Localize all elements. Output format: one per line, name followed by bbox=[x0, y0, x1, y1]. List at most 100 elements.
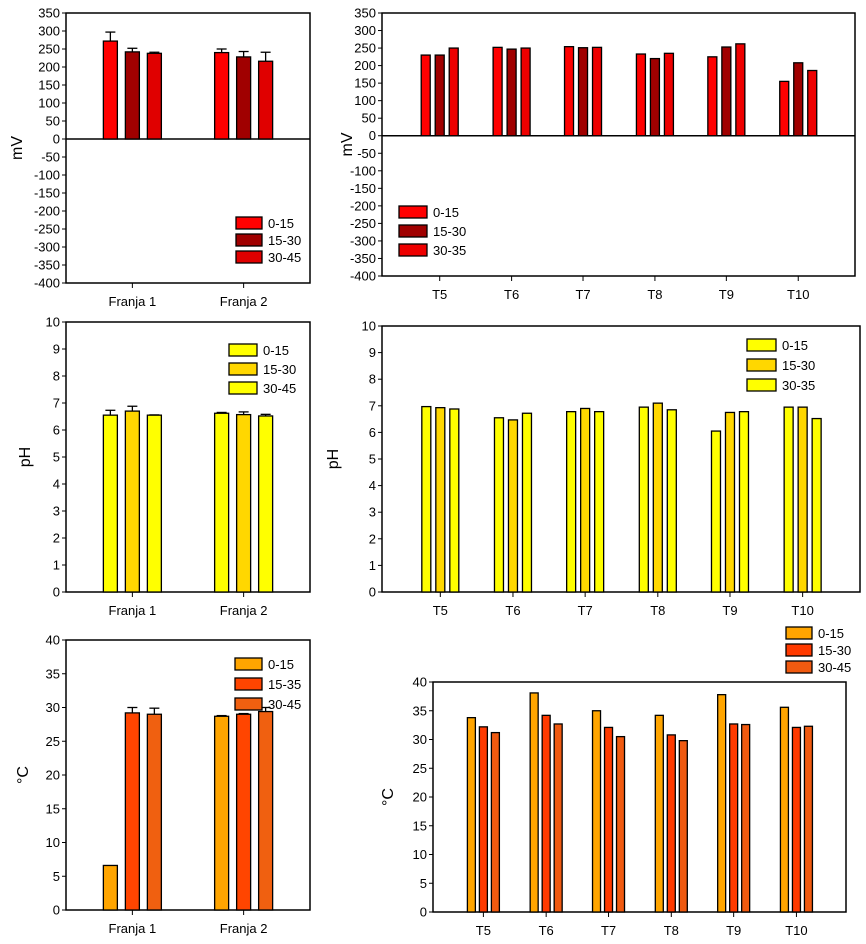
y-tick-label: 7 bbox=[53, 396, 60, 411]
x-tick-label: T5 bbox=[433, 603, 448, 618]
legend-swatch bbox=[746, 338, 777, 352]
y-tick-label: 1 bbox=[53, 558, 60, 573]
legend-label: 0-15 bbox=[433, 205, 459, 220]
y-tick-label: 6 bbox=[369, 425, 376, 440]
legend-label: 0-15 bbox=[268, 657, 294, 672]
x-tick-label: Franja 2 bbox=[220, 921, 268, 936]
y-tick-label: 25 bbox=[413, 761, 427, 776]
legend-label: 30-45 bbox=[268, 250, 301, 265]
y-tick-label: 100 bbox=[354, 93, 376, 108]
bar-30-45-franja-1 bbox=[146, 414, 163, 593]
bar-30-35-t5 bbox=[448, 47, 459, 137]
y-tick-label: 0 bbox=[53, 132, 60, 147]
y-tick-label: 35 bbox=[413, 703, 427, 718]
bar-15-30-franja-1 bbox=[124, 51, 141, 140]
x-tick-label: Franja 1 bbox=[109, 294, 157, 309]
y-tick-label: 200 bbox=[38, 60, 60, 75]
bar-15-30-t9 bbox=[721, 46, 732, 137]
y-tick-label: 15 bbox=[413, 818, 427, 833]
y-tick-label: 40 bbox=[413, 675, 427, 690]
y-tick-label: 150 bbox=[354, 76, 376, 91]
bar-15-30-t5 bbox=[478, 726, 489, 913]
y-tick-label: 2 bbox=[53, 531, 60, 546]
y-tick-label: -350 bbox=[34, 258, 60, 273]
y-tick-label: 3 bbox=[53, 504, 60, 519]
bar-15-30-t5 bbox=[434, 54, 445, 137]
x-tick-label: T6 bbox=[504, 287, 519, 302]
y-tick-label: 20 bbox=[46, 768, 60, 783]
bar-0-15-t9 bbox=[707, 56, 718, 137]
bar-0-15-t5 bbox=[420, 54, 431, 137]
y-tick-label: -300 bbox=[350, 233, 376, 248]
bar-30-45-t9 bbox=[741, 723, 751, 913]
x-tick-label: T7 bbox=[578, 603, 593, 618]
bar-15-30-t8 bbox=[652, 402, 663, 593]
y-tick-label: 250 bbox=[354, 41, 376, 56]
y-tick-label: 4 bbox=[369, 478, 376, 493]
bar-30-35-t8 bbox=[663, 52, 675, 137]
y-tick-label: 5 bbox=[53, 869, 60, 884]
x-tick-label: T5 bbox=[432, 287, 447, 302]
y-tick-label: 30 bbox=[413, 732, 427, 747]
x-tick-label: T9 bbox=[726, 923, 741, 938]
y-tick-label: 50 bbox=[362, 111, 376, 126]
y-tick-label: -400 bbox=[350, 269, 376, 284]
y-axis-title: mV bbox=[339, 132, 356, 156]
bar-0-15-t9 bbox=[710, 430, 722, 593]
y-axis-title: pH bbox=[17, 447, 34, 467]
x-tick-label: T8 bbox=[647, 287, 662, 302]
legend-label: 0-15 bbox=[818, 626, 844, 641]
bar-0-15-franja-1 bbox=[102, 40, 119, 140]
legend-swatch bbox=[785, 643, 813, 657]
x-tick-label: T9 bbox=[719, 287, 734, 302]
y-tick-label: 300 bbox=[354, 23, 376, 38]
plot-frame bbox=[65, 12, 311, 284]
bar-30-35-t10 bbox=[811, 417, 822, 593]
y-tick-label: -100 bbox=[34, 168, 60, 183]
bar-0-15-franja-2 bbox=[213, 715, 230, 911]
bar-30-45-franja-2 bbox=[257, 710, 274, 911]
y-tick-label: 10 bbox=[46, 835, 60, 850]
y-tick-label: 30 bbox=[46, 700, 60, 715]
bar-0-15-t9 bbox=[717, 694, 727, 913]
bar-0-15-t8 bbox=[635, 53, 647, 137]
bar-15-30-t5 bbox=[435, 407, 446, 593]
legend-swatch bbox=[228, 362, 258, 376]
bar-30-35-t9 bbox=[735, 43, 746, 137]
bar-15-30-t10 bbox=[797, 406, 808, 593]
y-tick-label: 250 bbox=[38, 42, 60, 57]
bar-30-35-t6 bbox=[521, 412, 533, 593]
bar-0-15-t8 bbox=[654, 714, 664, 913]
y-tick-label: -150 bbox=[350, 181, 376, 196]
bar-30-35-t7 bbox=[594, 411, 605, 593]
x-tick-label: T10 bbox=[787, 287, 809, 302]
bar-30-45-t5 bbox=[490, 731, 501, 913]
bar-30-45-t7 bbox=[615, 735, 626, 913]
legend-swatch bbox=[398, 243, 428, 257]
bar-0-15-t6 bbox=[492, 46, 503, 137]
legend-label: 15-30 bbox=[818, 643, 851, 658]
bar-15-30-t10 bbox=[793, 62, 804, 137]
y-tick-label: 200 bbox=[354, 58, 376, 73]
y-axis-title: °C bbox=[380, 788, 397, 806]
legend-label: 15-30 bbox=[268, 233, 301, 248]
chart-redox-franja: 350 300 250 200 150 100 50 0 -50 -100 -150 -200 -250… bbox=[9, 6, 311, 309]
legend: 0-15 15-30 30-35 bbox=[746, 338, 815, 393]
legend-label: 30-45 bbox=[268, 697, 301, 712]
legend-swatch bbox=[398, 205, 428, 219]
legend: 0-15 15-30 30-45 bbox=[235, 216, 301, 265]
legend-label: 15-30 bbox=[782, 358, 815, 373]
legend: 0-15 15-30 30-45 bbox=[228, 343, 296, 396]
bar-30-45-t10 bbox=[803, 725, 814, 913]
legend-label: 0-15 bbox=[268, 216, 294, 231]
bar-15-30-t9 bbox=[724, 411, 736, 593]
y-tick-label: -400 bbox=[34, 276, 60, 291]
bar-15-35-franja-1 bbox=[124, 712, 141, 911]
legend-label: 30-45 bbox=[818, 660, 851, 675]
bar-0-15-franja-1 bbox=[102, 864, 119, 911]
x-tick-label: T10 bbox=[791, 603, 813, 618]
x-tick-label: T5 bbox=[476, 923, 491, 938]
legend-swatch bbox=[234, 697, 263, 711]
bar-30-45-franja-1 bbox=[146, 52, 163, 140]
